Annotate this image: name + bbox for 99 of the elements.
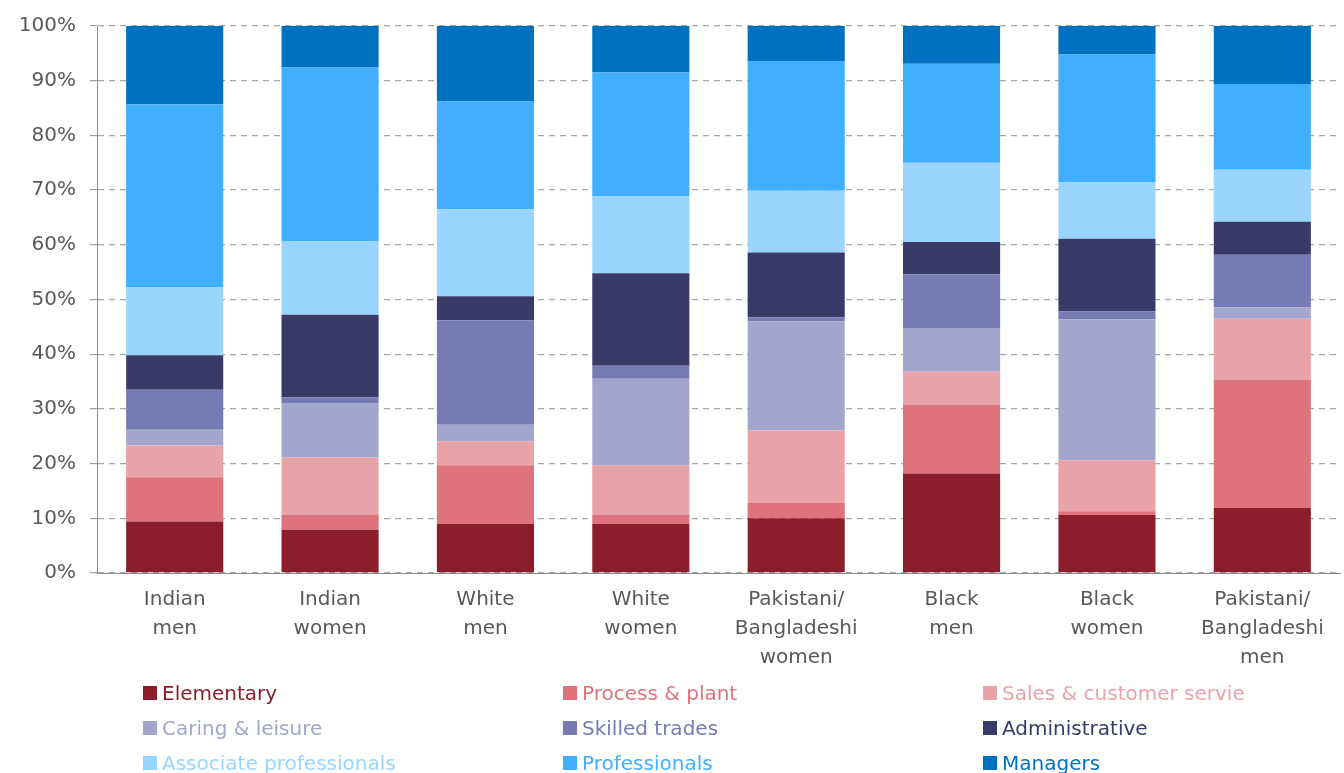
bar: [126, 445, 224, 478]
bar: [592, 273, 690, 366]
bar: [126, 389, 224, 430]
bar: [903, 63, 1001, 163]
bar: [1058, 26, 1156, 55]
bar: [436, 101, 534, 210]
bar: [747, 190, 845, 253]
bar: [592, 465, 690, 516]
y-tick-label: 40%: [31, 340, 76, 365]
bar: [747, 502, 845, 519]
bar: [1213, 254, 1311, 308]
y-tick-label: 50%: [31, 285, 76, 310]
bar: [1213, 26, 1311, 84]
bar: [592, 72, 690, 197]
bar: [747, 26, 845, 62]
bar: [1058, 238, 1156, 312]
bar: [1058, 515, 1156, 573]
bar: [281, 397, 379, 403]
bar: [126, 477, 224, 522]
bar: [747, 321, 845, 431]
y-tick-label: 100%: [18, 12, 76, 37]
x-tick-label: Black women: [1070, 585, 1144, 639]
y-tick-label: 10%: [31, 504, 76, 529]
bar: [592, 26, 690, 73]
bar: [903, 371, 1001, 405]
bar: [1058, 511, 1156, 516]
bar: [592, 196, 690, 274]
bar: [747, 518, 845, 573]
bar: [1213, 507, 1311, 573]
legend-label: Sales & customer servie: [1002, 680, 1245, 705]
x-tick-label: White men: [456, 585, 515, 639]
bar: [126, 355, 224, 390]
y-tick-label: 20%: [31, 449, 76, 474]
bar: [126, 287, 224, 356]
legend-label: Administrative: [1002, 715, 1148, 740]
legend-label: Managers: [1002, 750, 1101, 773]
bar: [1213, 221, 1311, 255]
bar: [436, 465, 534, 524]
bar: [1213, 83, 1311, 170]
bar: [281, 26, 379, 68]
bar: [903, 404, 1001, 474]
bar: [281, 457, 379, 516]
bar: [281, 240, 379, 315]
bar: [436, 424, 534, 442]
bar: [592, 515, 690, 524]
bar: [1058, 319, 1156, 461]
x-tick-label: Indian men: [143, 585, 206, 639]
x-tick-label: Indian women: [293, 585, 367, 639]
y-tick-label: 90%: [31, 66, 76, 91]
y-tick-label: 70%: [31, 176, 76, 201]
legend-label: Elementary: [162, 680, 278, 705]
legend-label: Skilled trades: [582, 715, 719, 740]
legend-label: Process & plant: [582, 680, 738, 705]
legend-label: Professionals: [582, 750, 713, 773]
bar: [1058, 181, 1156, 239]
bar: [436, 320, 534, 425]
bar: [281, 314, 379, 398]
bar: [436, 26, 534, 102]
x-tick-label: Black men: [924, 585, 980, 639]
bar: [126, 26, 224, 105]
bar: [1213, 379, 1311, 508]
bar: [1058, 460, 1156, 512]
bar: [903, 327, 1001, 372]
bar: [126, 104, 224, 288]
bar: [747, 61, 845, 191]
y-tick-label: 80%: [31, 121, 76, 146]
bar: [903, 26, 1001, 64]
bar: [903, 242, 1001, 275]
bar: [903, 162, 1001, 243]
y-tick-label: 30%: [31, 395, 76, 420]
x-tick-label: White women: [604, 585, 678, 639]
bar: [592, 523, 690, 573]
bar: [592, 365, 690, 379]
bar: [436, 296, 534, 321]
bar: [281, 515, 379, 530]
bar: [1058, 54, 1156, 182]
bar: [747, 252, 845, 318]
x-tick-label: Pakistani/Bangladeshi women: [734, 585, 858, 668]
bar: [592, 378, 690, 466]
bar: [281, 67, 379, 241]
bar: [747, 430, 845, 503]
bar: [1213, 307, 1311, 319]
bar: [436, 523, 534, 573]
bar: [1213, 169, 1311, 222]
bar: [126, 521, 224, 573]
bar: [436, 209, 534, 297]
x-tick-label: Pakistani/Bangladeshi men: [1200, 585, 1324, 668]
legend-label: Caring & leisure: [162, 715, 323, 740]
legend-label: Associate professionals: [162, 750, 396, 773]
bar: [281, 402, 379, 458]
bar: [126, 429, 224, 446]
bar: [1058, 311, 1156, 320]
y-tick-label: 60%: [31, 231, 76, 255]
bar: [1213, 318, 1311, 380]
bar: [903, 473, 1001, 573]
bar: [281, 529, 379, 573]
bar: [903, 274, 1001, 328]
y-tick-label: 0%: [44, 559, 76, 584]
bar: [436, 441, 534, 466]
